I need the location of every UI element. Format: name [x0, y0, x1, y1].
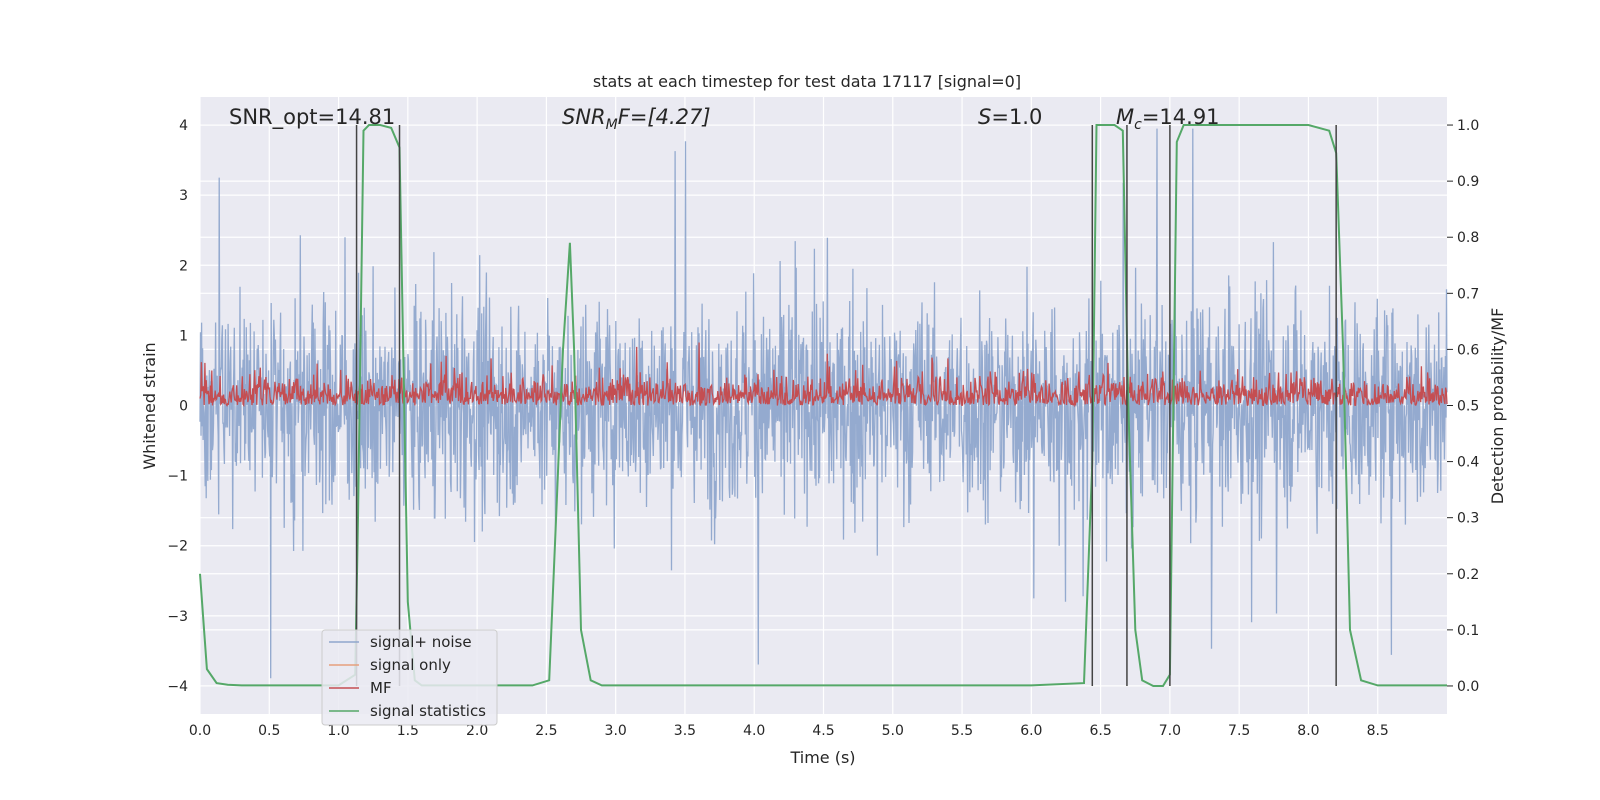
x-tick-label: 8.0: [1297, 723, 1319, 739]
annotation-s-label: S: [978, 105, 991, 129]
legend-entry-signal-only: signal only: [370, 656, 451, 674]
x-axis-ticks: 0.0 0.5 1.0 1.5 2.0 2.5 3.0 3.5 4.0 4.5 5.0 5.5 6.0 6…: [189, 723, 1389, 739]
x-tick-label: 2.5: [535, 723, 557, 739]
y2-tick-label: 0.0: [1457, 679, 1479, 695]
y-tick-label: −2: [167, 539, 188, 555]
annotation-mc-label: M: [1116, 105, 1134, 129]
y-tick-label: −3: [167, 609, 188, 625]
series-line-signal-noise: [199, 128, 1448, 679]
annotation-snr-opt: SNR_opt=14.81: [229, 105, 395, 130]
y2-tick-label: 1.0: [1457, 118, 1479, 134]
legend-entry-signal-noise: signal+ noise: [370, 633, 472, 651]
y-tick-label: 2: [179, 258, 188, 274]
x-axis-label: Time (s): [789, 748, 855, 767]
y-axis-ticks: −4 −3 −2 −1 0 1 2 3 4: [167, 118, 188, 695]
x-tick-label: 3.5: [674, 723, 696, 739]
annotation-mc-rest: =14.91: [1142, 105, 1220, 129]
legend-entry-signal-statistics: signal statistics: [370, 702, 486, 720]
annotation-snr-mf-sub: M: [606, 117, 618, 133]
x-tick-label: 8.5: [1367, 723, 1389, 739]
x-tick-label: 3.0: [605, 723, 627, 739]
y-tick-label: 1: [179, 328, 188, 344]
x-tick-label: 4.5: [812, 723, 834, 739]
annotation-snr-mf-rest: F=[4.27]: [618, 105, 711, 129]
y-tick-label: −1: [167, 469, 188, 485]
vertical-markers: [355, 125, 1337, 686]
series-signal-statistics: [199, 124, 1447, 687]
y2-tick-label: 0.6: [1457, 342, 1479, 358]
legend-entry-mf: MF: [370, 679, 392, 697]
y2-tick-label: 0.2: [1457, 567, 1479, 583]
y2-tick-label: 0.4: [1457, 455, 1479, 471]
y-axis-label: Whitened strain: [140, 342, 159, 469]
x-tick-label: 5.5: [951, 723, 973, 739]
x-tick-label: 5.0: [882, 723, 904, 739]
y-tick-label: 0: [179, 399, 188, 415]
y-tick-label: 3: [179, 188, 188, 204]
x-tick-label: 2.0: [466, 723, 488, 739]
x-tick-label: 7.0: [1159, 723, 1181, 739]
x-tick-label: 1.5: [397, 723, 419, 739]
x-tick-label: 6.0: [1020, 723, 1042, 739]
y2-tick-label: 0.7: [1457, 286, 1479, 302]
series-line-mf: [199, 342, 1448, 408]
y2-tick-label: 0.5: [1457, 399, 1479, 415]
x-tick-label: 1.0: [327, 723, 349, 739]
y-tick-label: −4: [167, 679, 188, 695]
y2-tick-label: 0.8: [1457, 230, 1479, 246]
annotation-mc-sub: c: [1134, 117, 1142, 133]
legend-box: [321, 629, 498, 726]
x-tick-label: 0.5: [258, 723, 280, 739]
series-signal-noise: [199, 128, 1448, 679]
series-line-signal-statistics: [199, 124, 1447, 687]
y2-tick-label: 0.9: [1457, 174, 1479, 190]
annotation-s-rest: =1.0: [991, 105, 1042, 129]
x-tick-label: 4.0: [743, 723, 765, 739]
chart-title: stats at each timestep for test data 171…: [593, 72, 1021, 91]
y2-tick-label: 0.3: [1457, 511, 1479, 527]
x-tick-label: 7.5: [1228, 723, 1250, 739]
annotation-s: S=1.0: [978, 105, 1042, 129]
annotation-snr-mf-label: SNR: [562, 105, 606, 129]
y2-axis-label: Detection probability/MF: [1488, 308, 1507, 505]
x-tick-label: 0.0: [189, 723, 211, 739]
x-tick-label: 6.5: [1089, 723, 1111, 739]
y2-tick-label: 0.1: [1457, 623, 1479, 639]
series-mf: [199, 342, 1448, 408]
annotation-mc: Mc=14.91: [1116, 105, 1220, 133]
annotation-snr-mf: SNRMF=[4.27]: [562, 105, 711, 133]
y2-axis-ticks: 0.0 0.1 0.2 0.3 0.4 0.5 0.6 0.7 0.8 0.9 1.0: [1447, 118, 1479, 695]
legend: signal+ noise signal only MF signal stat…: [321, 629, 498, 726]
y-tick-label: 4: [179, 118, 188, 134]
